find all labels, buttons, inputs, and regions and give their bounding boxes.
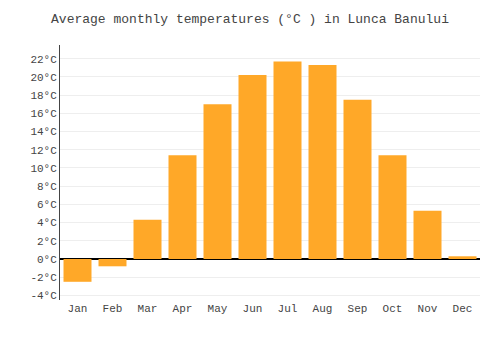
svg-text:Sep: Sep (348, 303, 368, 315)
svg-text:16°C: 16°C (30, 108, 57, 120)
svg-text:Aug: Aug (313, 303, 333, 315)
svg-text:10°C: 10°C (30, 163, 57, 175)
svg-text:Jul: Jul (278, 303, 298, 315)
svg-text:6°C: 6°C (37, 199, 57, 211)
svg-text:12°C: 12°C (30, 145, 57, 157)
svg-text:18°C: 18°C (30, 90, 57, 102)
svg-text:22°C: 22°C (30, 54, 57, 66)
svg-text:Apr: Apr (173, 303, 193, 315)
svg-text:Mar: Mar (138, 303, 158, 315)
svg-text:8°C: 8°C (37, 181, 57, 193)
svg-text:Jun: Jun (243, 303, 263, 315)
svg-text:2°C: 2°C (37, 236, 57, 248)
svg-text:Average monthly temperatures (: Average monthly temperatures (°C ) in Lu… (51, 12, 449, 27)
svg-text:Feb: Feb (103, 303, 123, 315)
svg-text:14°C: 14°C (30, 126, 57, 138)
svg-text:4°C: 4°C (37, 217, 57, 229)
svg-text:-2°C: -2°C (30, 272, 57, 284)
svg-text:May: May (208, 303, 228, 315)
svg-text:Oct: Oct (383, 303, 403, 315)
svg-text:Nov: Nov (418, 303, 438, 315)
svg-text:Jan: Jan (68, 303, 88, 315)
svg-text:0°C: 0°C (37, 254, 57, 266)
svg-text:-4°C: -4°C (30, 290, 57, 302)
svg-text:20°C: 20°C (30, 72, 57, 84)
svg-text:Dec: Dec (453, 303, 473, 315)
